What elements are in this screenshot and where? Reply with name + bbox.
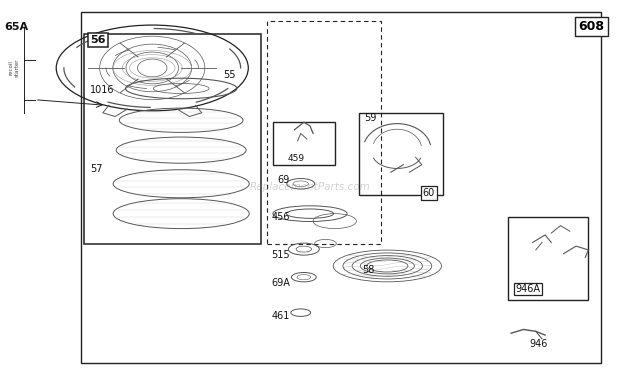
Bar (273, 122, 335, 165)
Text: 60: 60 (423, 188, 435, 198)
Text: 55: 55 (223, 70, 236, 80)
Text: 59: 59 (365, 113, 377, 123)
Text: 946A: 946A (515, 284, 541, 294)
Text: 56: 56 (91, 35, 106, 45)
Text: 456: 456 (272, 212, 290, 222)
Text: 1016: 1016 (91, 86, 115, 95)
Bar (508, 217, 588, 300)
Text: 69: 69 (277, 175, 290, 185)
Bar (360, 113, 443, 195)
Text: 57: 57 (91, 164, 103, 174)
Text: 65A: 65A (4, 22, 28, 32)
Text: 608: 608 (578, 20, 604, 33)
Text: 459: 459 (287, 154, 304, 163)
Bar (84, 34, 260, 243)
Text: 58: 58 (363, 265, 375, 275)
Text: 946: 946 (529, 339, 548, 350)
Bar (267, 21, 381, 243)
Text: recoil
starter: recoil starter (9, 59, 20, 77)
Text: ReplacementParts.com: ReplacementParts.com (250, 183, 370, 192)
Text: 69A: 69A (272, 278, 291, 288)
Bar (81, 12, 601, 363)
Text: 461: 461 (272, 311, 290, 321)
Text: 515: 515 (272, 250, 290, 260)
